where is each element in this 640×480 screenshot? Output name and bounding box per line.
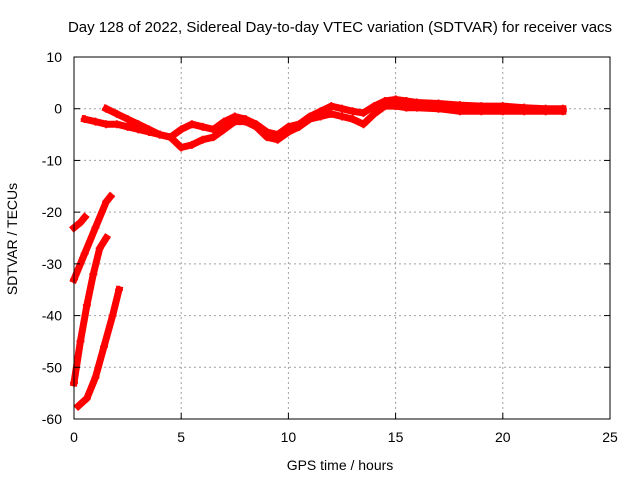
series-point	[541, 107, 550, 116]
y-tick-label: -60	[42, 411, 62, 427]
x-tick-label: 0	[70, 429, 78, 445]
y-tick-label: 0	[54, 101, 62, 117]
series-point	[262, 133, 271, 142]
series-point	[76, 337, 85, 346]
series-point	[80, 249, 89, 258]
series-point	[413, 103, 422, 112]
series-point	[112, 109, 121, 118]
series-point	[477, 107, 486, 116]
series-point	[498, 107, 507, 116]
x-axis-tick-labels: 0 5 10 15 20 25	[70, 429, 618, 445]
series-point	[82, 394, 91, 403]
x-tick-label: 15	[388, 429, 404, 445]
series-point	[434, 104, 443, 113]
series-point	[220, 117, 229, 126]
series-point	[76, 218, 85, 227]
series-point	[108, 311, 117, 320]
series-point	[187, 120, 196, 129]
series-point	[123, 115, 132, 124]
y-tick-label: -20	[42, 204, 62, 220]
series-point	[89, 270, 98, 279]
series-point	[220, 125, 229, 134]
series-point	[74, 402, 83, 411]
plot-border	[73, 56, 611, 420]
y-tick-label: -50	[42, 359, 62, 375]
series-point	[177, 125, 186, 134]
series-point	[80, 115, 89, 124]
series-point	[370, 102, 379, 111]
series-point	[91, 373, 100, 382]
x-tick-label: 20	[495, 429, 511, 445]
series-point	[100, 342, 109, 351]
y-axis-tick-labels: -60 -50 -40 -30 -20 -10 0 10	[42, 49, 62, 427]
x-tick-label: 5	[177, 429, 185, 445]
series-point	[102, 120, 111, 129]
series-point	[327, 109, 336, 118]
series-point	[338, 104, 346, 113]
series-point	[106, 192, 115, 201]
y-tick-label: 10	[46, 49, 62, 65]
series-point	[95, 244, 104, 253]
series-point	[209, 133, 218, 142]
y-tick-label: -40	[42, 308, 62, 324]
series-point	[359, 120, 368, 129]
y-tick-label: -30	[42, 256, 62, 272]
series-point	[230, 117, 239, 126]
series-point	[252, 122, 261, 131]
chart-title: Day 128 of 2022, Sidereal Day-to-day VTE…	[68, 19, 612, 36]
series-point	[348, 107, 357, 116]
series-point	[198, 122, 207, 131]
series-point	[402, 96, 411, 105]
y-tick-label: -10	[42, 152, 62, 168]
series-point	[155, 130, 164, 139]
x-tick-label: 25	[602, 429, 618, 445]
x-axis-label: GPS time / hours	[287, 457, 394, 473]
series-point	[102, 104, 111, 113]
series-point	[359, 108, 368, 117]
series-point	[520, 107, 529, 116]
series-steep-4	[73, 285, 124, 412]
series-point	[284, 127, 293, 136]
tick-marks	[73, 56, 611, 420]
series-point	[102, 197, 111, 206]
series-point	[134, 120, 143, 129]
series-point	[327, 102, 336, 111]
y-axis-label: SDTVAR / TECUs	[4, 183, 20, 295]
series-point	[273, 135, 282, 144]
series-steep-3	[70, 233, 112, 387]
series-point	[305, 115, 314, 124]
series-point	[391, 102, 400, 111]
series-point	[338, 112, 346, 121]
series-point	[112, 120, 121, 129]
series-point	[198, 135, 207, 144]
series-point	[166, 133, 175, 142]
series-point	[91, 223, 100, 232]
series-point	[370, 109, 379, 118]
series-point	[123, 122, 132, 131]
series-point	[455, 107, 464, 116]
series-point	[295, 122, 304, 131]
series-point	[241, 117, 250, 126]
series-point	[80, 213, 89, 222]
series-point	[115, 285, 124, 294]
series-point	[82, 301, 91, 310]
series-point	[391, 95, 400, 104]
series-point	[558, 107, 567, 116]
series-point	[209, 125, 218, 134]
plot-frame	[73, 56, 611, 420]
series-point	[380, 102, 389, 111]
data-series	[69, 95, 567, 412]
series-point	[102, 234, 111, 242]
series-point	[91, 117, 100, 126]
series-point	[402, 103, 411, 112]
series-point	[187, 140, 196, 149]
series-point	[316, 112, 325, 121]
x-tick-label: 10	[281, 429, 297, 445]
series-point	[177, 143, 186, 152]
series-point	[348, 115, 357, 124]
series-point	[145, 125, 154, 134]
